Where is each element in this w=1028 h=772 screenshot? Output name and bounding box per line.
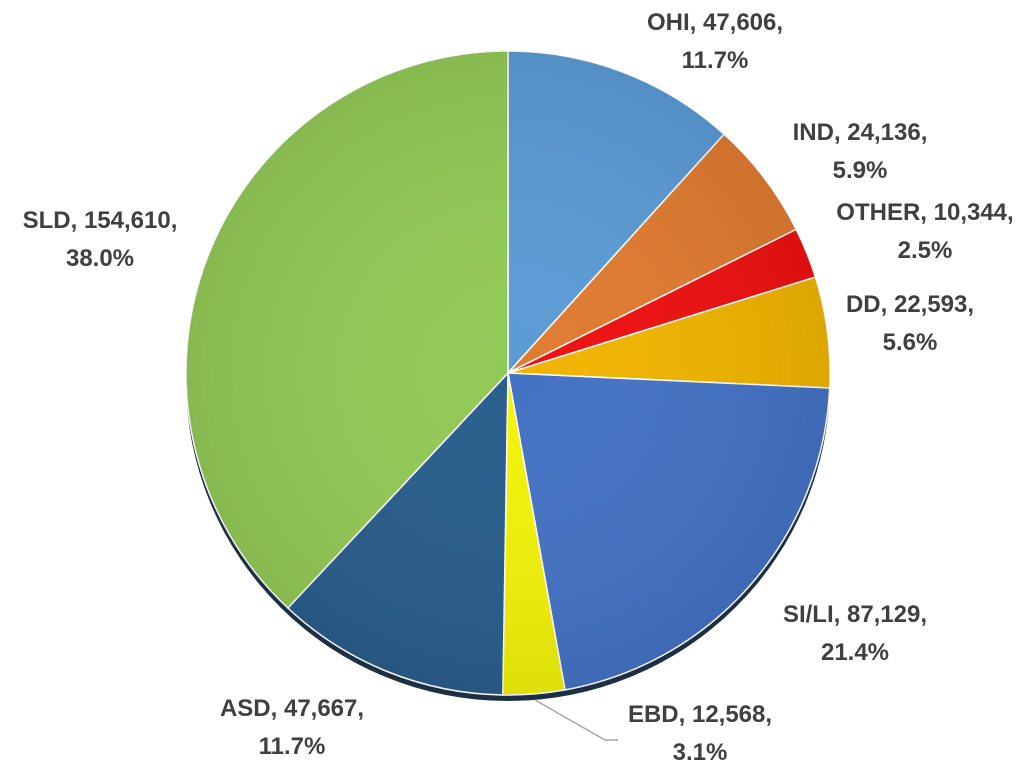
label-separator: ,	[171, 207, 178, 234]
label-percent: 5.9%	[833, 157, 888, 184]
label-percent: 38.0%	[66, 245, 134, 272]
label-separator: ,	[690, 9, 703, 36]
label-category: OTHER	[836, 199, 920, 226]
label-separator: ,	[271, 695, 284, 722]
label-separator: ,	[357, 695, 364, 722]
label-value: 47,606	[703, 9, 776, 36]
label-percent: 11.7%	[682, 47, 749, 74]
label-percent: 21.4%	[821, 639, 889, 666]
label-value: 12,568	[692, 701, 765, 728]
label-separator: ,	[921, 119, 928, 146]
label-category: DD	[846, 291, 881, 318]
label-value: 154,610	[84, 207, 171, 234]
data-label: DD, 22,593,	[846, 291, 974, 318]
leader-line	[534, 699, 618, 741]
label-separator: ,	[881, 291, 894, 318]
label-separator: ,	[1007, 199, 1014, 226]
label-value: 47,667	[284, 695, 357, 722]
label-separator: ,	[71, 207, 84, 234]
label-percent: 2.5%	[898, 237, 953, 264]
data-label: EBD, 12,568,	[628, 701, 772, 728]
data-label: OTHER, 10,344,	[836, 199, 1013, 226]
label-category: IND	[793, 119, 834, 146]
label-separator: ,	[920, 199, 933, 226]
label-separator: ,	[920, 601, 927, 628]
label-percent: 11.7%	[259, 733, 326, 760]
label-value: 10,344	[934, 199, 1008, 226]
label-category: OHI	[647, 9, 690, 36]
label-separator: ,	[967, 291, 974, 318]
label-separator: ,	[834, 601, 847, 628]
label-percent: 5.6%	[883, 329, 938, 356]
data-label: OHI, 47,606,	[647, 9, 783, 36]
label-category: SI/LI	[783, 601, 834, 628]
label-separator: ,	[765, 701, 772, 728]
data-label: SI/LI, 87,129,	[783, 601, 927, 628]
label-value: 87,129	[847, 601, 920, 628]
labels: OHI, 47,606, 11.7% IND, 24,136, 5.9% OTHER, …	[23, 9, 1014, 766]
label-value: 24,136	[847, 119, 920, 146]
slices	[185, 50, 831, 696]
data-label: SLD, 154,610,	[23, 207, 178, 234]
label-separator: ,	[679, 701, 692, 728]
label-category: ASD	[220, 695, 271, 722]
label-value: 22,593	[894, 291, 967, 318]
data-label: IND, 24,136,	[793, 119, 928, 146]
label-category: SLD	[23, 207, 71, 234]
label-percent: 3.1%	[673, 739, 728, 766]
data-label: ASD, 47,667,	[220, 695, 364, 722]
label-separator: ,	[834, 119, 847, 146]
label-category: EBD	[628, 701, 679, 728]
label-separator: ,	[776, 9, 783, 36]
